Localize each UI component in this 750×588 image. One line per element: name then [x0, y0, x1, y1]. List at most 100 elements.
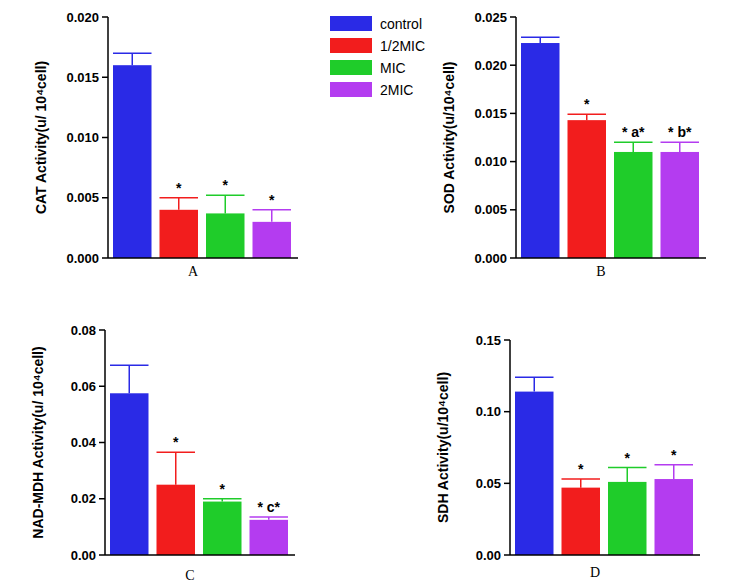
x-axis [105, 554, 295, 556]
annotation: * [223, 177, 229, 193]
y-tick [102, 16, 108, 18]
y-tick [102, 137, 108, 139]
error-bar [253, 210, 292, 222]
x-axis [510, 554, 700, 556]
bar [608, 482, 647, 555]
panel-title: B [596, 264, 605, 279]
legend-label: 1/2MIC [380, 38, 425, 54]
y-tick-label: 0.000 [474, 251, 507, 266]
panel: 0.000.050.100.15SDH Activity(u/10⁴cell)*… [435, 333, 700, 581]
error-bar [203, 499, 242, 502]
error-cap [160, 197, 199, 199]
panel: 0.0000.0050.0100.0150.0200.025SOD Activi… [441, 10, 706, 280]
error-line [271, 210, 273, 222]
bar [655, 479, 694, 555]
bar [110, 393, 149, 555]
bar [157, 485, 196, 555]
y-axis [515, 17, 517, 258]
panel: 0.0000.0050.0100.0150.020CAT Activity(u/… [33, 10, 298, 280]
error-cap [206, 195, 245, 197]
y-tick-label: 0.06 [71, 379, 96, 394]
bar [568, 120, 607, 258]
error-line [129, 365, 131, 393]
y-tick-label: 0.08 [71, 323, 96, 338]
bar [562, 488, 601, 555]
annotation: * [671, 447, 677, 463]
plot-marks [521, 37, 699, 258]
error-line [175, 452, 177, 484]
error-line [627, 468, 629, 482]
panel-title: A [188, 264, 199, 279]
y-tick [99, 329, 105, 331]
y-axis [509, 340, 511, 555]
annotation: * c* [257, 499, 280, 515]
y-axis-label: CAT Activity(u/ 10⁴cell) [33, 61, 49, 214]
error-line [586, 114, 588, 120]
error-line [178, 198, 180, 210]
error-cap [562, 478, 601, 480]
annotation: * b* [668, 124, 692, 140]
y-tick-label: 0.000 [66, 251, 99, 266]
y-tick-label: 0.010 [474, 154, 507, 169]
y-tick [504, 339, 510, 341]
legend-swatch [330, 38, 372, 53]
y-tick [510, 161, 516, 163]
panel: 0.000.020.040.060.08NAD-MDH Activity(u/ … [30, 323, 295, 584]
y-tick [510, 64, 516, 66]
error-bar [562, 479, 601, 488]
plot-marks [515, 377, 693, 555]
y-tick-label: 0.010 [66, 130, 99, 145]
bar [113, 65, 152, 258]
y-tick-label: 0.00 [71, 548, 96, 563]
annotation: * [269, 192, 275, 208]
y-tick [102, 197, 108, 199]
error-line [534, 377, 536, 391]
y-tick-label: 0.025 [474, 10, 507, 25]
annotation: * [625, 450, 631, 466]
y-tick [99, 386, 105, 388]
y-axis-label: SDH Activity(u/10⁴cell) [435, 372, 451, 523]
legend-label: control [380, 16, 422, 32]
error-line [679, 142, 681, 152]
error-bar [250, 517, 289, 520]
y-tick-label: 0.15 [476, 333, 501, 348]
annotation: * [578, 461, 584, 477]
panel-title: D [590, 565, 600, 580]
error-cap [203, 498, 242, 500]
error-bar [608, 468, 647, 482]
error-cap [655, 464, 694, 466]
x-axis [516, 257, 706, 259]
error-line [580, 479, 582, 488]
y-tick [99, 442, 105, 444]
legend-swatch [330, 60, 372, 75]
annotation: * [173, 434, 179, 450]
y-tick [510, 209, 516, 211]
legend: control1/2MICMIC2MIC [330, 16, 425, 98]
error-bar [110, 365, 149, 393]
legend-swatch [330, 16, 372, 31]
bar [250, 520, 289, 555]
error-cap [614, 142, 653, 144]
error-bar [515, 377, 554, 391]
bar [206, 213, 245, 258]
y-tick [99, 498, 105, 500]
y-tick-label: 0.00 [476, 548, 501, 563]
y-tick [504, 554, 510, 556]
error-line [225, 195, 227, 213]
error-cap [521, 36, 560, 38]
legend-label: 2MIC [380, 82, 413, 98]
error-bar [521, 37, 560, 43]
annotation: * [584, 96, 590, 112]
error-cap [110, 364, 149, 366]
plot-marks [113, 53, 291, 258]
bar [614, 152, 653, 258]
error-cap [157, 452, 196, 454]
y-tick-label: 0.05 [476, 476, 501, 491]
annotation: * [176, 180, 182, 196]
y-tick-label: 0.005 [474, 202, 507, 217]
figure: 0.0000.0050.0100.0150.020CAT Activity(u/… [0, 0, 750, 588]
bar [661, 152, 700, 258]
error-line [673, 465, 675, 479]
y-tick-label: 0.04 [71, 435, 97, 450]
error-bar [113, 53, 152, 65]
